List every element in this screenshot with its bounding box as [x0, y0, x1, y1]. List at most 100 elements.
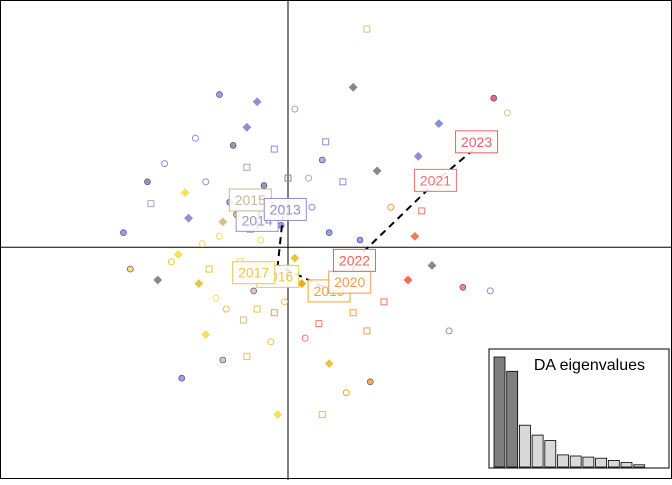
- data-point: [445, 327, 453, 335]
- eigenvalue-bar: [557, 454, 569, 468]
- data-point: [503, 109, 511, 117]
- eigenvalue-bar: [595, 457, 607, 468]
- inset-bars: [493, 356, 646, 468]
- data-point: [301, 334, 309, 342]
- data-point: [161, 160, 169, 168]
- year-label-2023: 2023: [455, 130, 499, 154]
- data-point: [290, 253, 300, 263]
- year-label-2017: 2017: [232, 261, 276, 285]
- eigenvalue-bar: [519, 424, 531, 468]
- year-label-2015: 2015: [228, 188, 272, 212]
- data-point: [153, 275, 163, 285]
- data-point: [366, 378, 374, 386]
- data-point: [270, 145, 278, 153]
- data-point: [372, 166, 382, 176]
- data-point: [270, 309, 278, 317]
- data-point: [198, 240, 206, 248]
- data-point: [410, 231, 420, 241]
- year-label-text: 2022: [339, 252, 370, 268]
- data-point: [324, 359, 334, 369]
- eigenvalue-bar: [531, 434, 544, 468]
- data-point: [239, 316, 247, 324]
- data-point: [291, 105, 299, 113]
- data-point: [348, 82, 358, 92]
- data-point: [284, 174, 292, 182]
- data-point: [201, 330, 211, 339]
- year-label-text: 2017: [238, 265, 269, 281]
- data-point: [363, 327, 371, 335]
- data-point: [126, 265, 134, 273]
- data-point: [281, 298, 289, 306]
- data-point: [205, 265, 213, 273]
- data-point: [490, 94, 498, 102]
- data-point: [144, 178, 151, 186]
- year-label-text: 2015: [235, 192, 266, 208]
- inset-title: DA eigenvalues: [534, 357, 645, 374]
- data-point: [147, 200, 155, 208]
- eigenvalue-bar: [506, 370, 519, 468]
- data-point: [305, 174, 313, 182]
- data-point: [243, 352, 251, 360]
- year-label-2022: 2022: [333, 248, 377, 272]
- data-point: [216, 91, 223, 98]
- eigenvalue-bar: [569, 455, 582, 468]
- year-label-2013: 2013: [263, 197, 307, 221]
- data-point: [427, 261, 437, 270]
- data-point: [252, 97, 262, 107]
- data-point: [218, 217, 228, 227]
- data-point: [194, 279, 204, 289]
- data-point: [325, 229, 333, 237]
- data-point: [380, 298, 388, 306]
- data-point: [322, 138, 330, 146]
- data-point: [318, 156, 326, 164]
- data-point: [184, 213, 193, 223]
- data-point: [356, 236, 364, 244]
- data-point: [308, 203, 316, 211]
- data-point: [215, 232, 223, 240]
- data-point: [267, 338, 275, 346]
- data-point: [212, 294, 220, 302]
- data-point: [349, 309, 357, 317]
- year-label-2021: 2021: [413, 168, 457, 192]
- data-point: [387, 203, 395, 211]
- year-label-text: 2023: [461, 134, 492, 150]
- data-point: [418, 207, 426, 215]
- data-point: [173, 250, 183, 259]
- data-point: [219, 356, 227, 364]
- inset-frame: [488, 348, 670, 469]
- data-point: [257, 236, 265, 244]
- data-point: [413, 151, 423, 161]
- eigenvalue-bar: [633, 464, 646, 468]
- data-point: [273, 410, 283, 419]
- data-point: [242, 122, 252, 132]
- data-point: [222, 305, 230, 313]
- data-point: [363, 25, 371, 33]
- year-label-2020: 2020: [328, 270, 372, 294]
- data-point: [459, 283, 467, 291]
- data-point: [229, 142, 237, 149]
- eigenvalue-bar: [620, 462, 633, 468]
- data-point: [191, 134, 199, 142]
- year-label-text: 2020: [334, 274, 365, 290]
- data-point: [253, 305, 261, 313]
- year-label-text: 2013: [270, 201, 301, 217]
- eigenvalue-inset: DA eigenvalues: [488, 348, 670, 469]
- data-point: [250, 287, 258, 295]
- year-labels: 2014201520132016201720192020202220212023: [228, 130, 499, 303]
- eigenvalue-bar: [544, 440, 557, 468]
- eigenvalue-bar: [582, 456, 595, 468]
- data-point: [180, 188, 190, 198]
- data-point: [486, 287, 494, 295]
- year-label-text: 2021: [420, 172, 451, 188]
- data-point: [243, 163, 251, 171]
- data-point: [339, 178, 347, 186]
- data-point: [434, 119, 444, 129]
- data-point: [120, 229, 127, 237]
- data-point: [315, 320, 323, 328]
- data-point: [342, 389, 350, 397]
- eigenvalue-bar: [493, 356, 506, 468]
- data-point: [318, 411, 326, 419]
